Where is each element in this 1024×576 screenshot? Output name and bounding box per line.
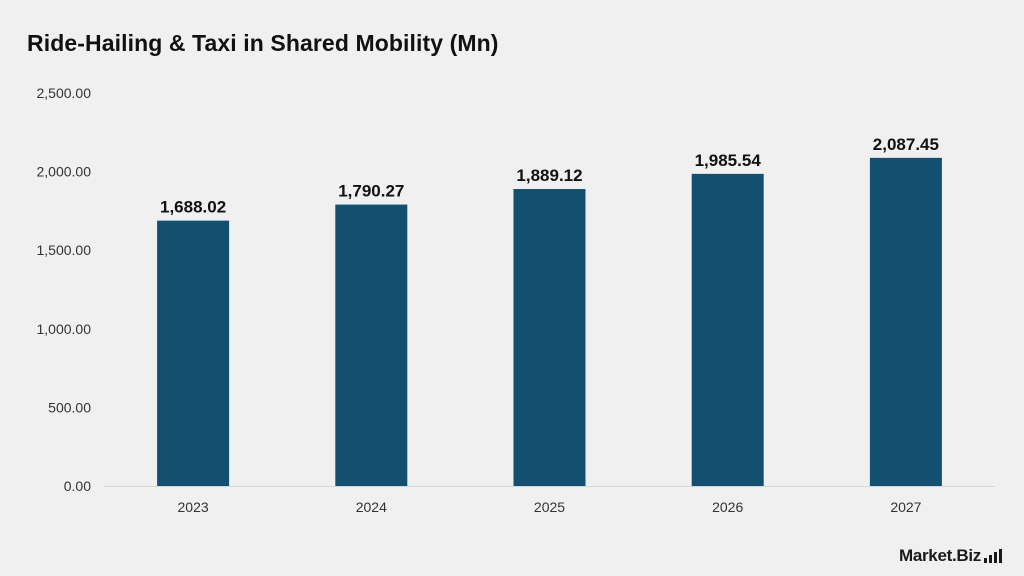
- data-label: 1,790.27: [338, 182, 404, 201]
- x-tick-label: 2026: [712, 499, 743, 515]
- y-tick-label: 1,000.00: [37, 321, 92, 337]
- data-label: 2,087.45: [873, 135, 939, 154]
- brand-logo: Market.Biz: [899, 546, 1002, 566]
- y-tick-label: 2,000.00: [37, 164, 92, 180]
- bar: [335, 204, 408, 486]
- y-tick-label: 500.00: [48, 399, 91, 415]
- brand-logo-text: Market.Biz: [898, 546, 981, 565]
- bar: [869, 157, 942, 487]
- x-tick-label: 2025: [534, 499, 565, 515]
- x-tick-label: 2024: [356, 499, 387, 515]
- bar: [691, 173, 764, 486]
- data-label: 1,985.54: [695, 151, 762, 170]
- bar: [157, 220, 230, 486]
- y-tick-label: 1,500.00: [37, 242, 92, 258]
- data-label: 1,889.12: [516, 166, 582, 185]
- bar: [513, 189, 586, 486]
- y-tick-label: 2,500.00: [37, 85, 92, 101]
- y-tick-label: 0.00: [64, 478, 91, 494]
- x-tick-label: 2023: [178, 499, 209, 515]
- bar-chart-icon: [984, 549, 1002, 563]
- chart-title: Ride-Hailing & Taxi in Shared Mobility (…: [27, 30, 499, 56]
- data-label: 1,688.02: [160, 198, 226, 217]
- x-tick-label: 2027: [890, 499, 921, 515]
